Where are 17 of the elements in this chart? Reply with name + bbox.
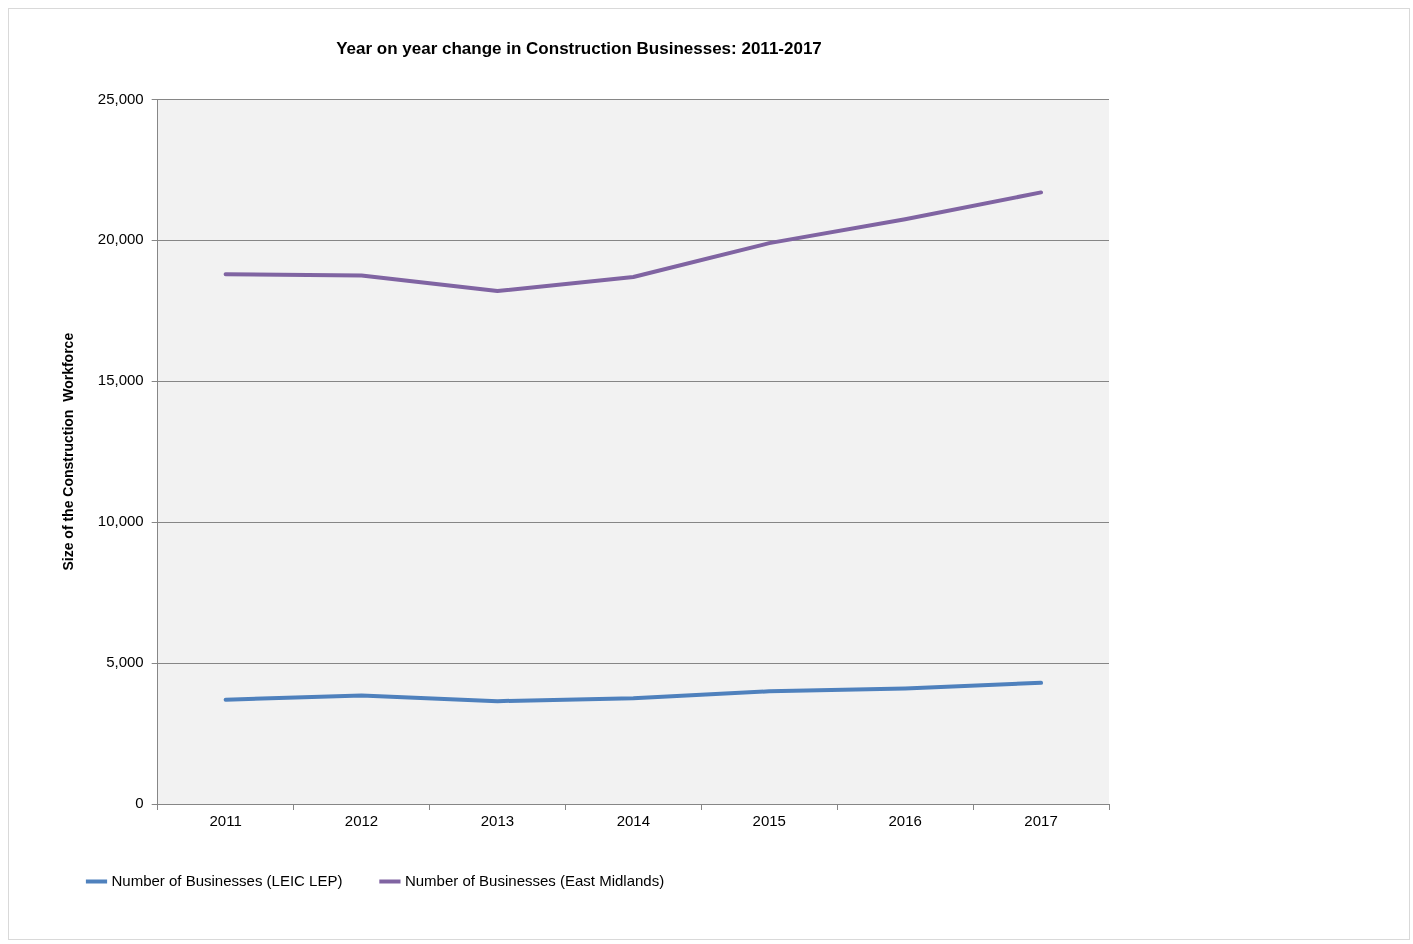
chart-title: Year on year change in Construction Businesses: 2011-2017 [336,38,822,58]
legend-label: Number of Businesses (LEIC LEP) [111,871,343,889]
y-tick-label: 10,000 [97,512,144,530]
x-tick-label: 2013 [480,812,515,830]
y-tick-label: 15,000 [97,371,144,389]
y-axis-title: Size of the Construction Workforce [60,332,77,571]
x-tick-label: 2015 [752,812,786,830]
y-tick-label: 20,000 [97,230,144,248]
x-tick-label: 2012 [344,812,379,830]
x-tick-label: 2014 [616,812,651,830]
x-tick-label: 2016 [888,812,922,830]
legend-label: Number of Businesses (East Midlands) [404,871,665,889]
x-tick-label: 2017 [1024,812,1058,830]
y-tick-label: 25,000 [97,89,144,107]
y-tick-label: 0 [135,794,144,812]
y-tick-label: 5,000 [106,653,144,671]
x-tick-label: 2011 [209,812,242,830]
